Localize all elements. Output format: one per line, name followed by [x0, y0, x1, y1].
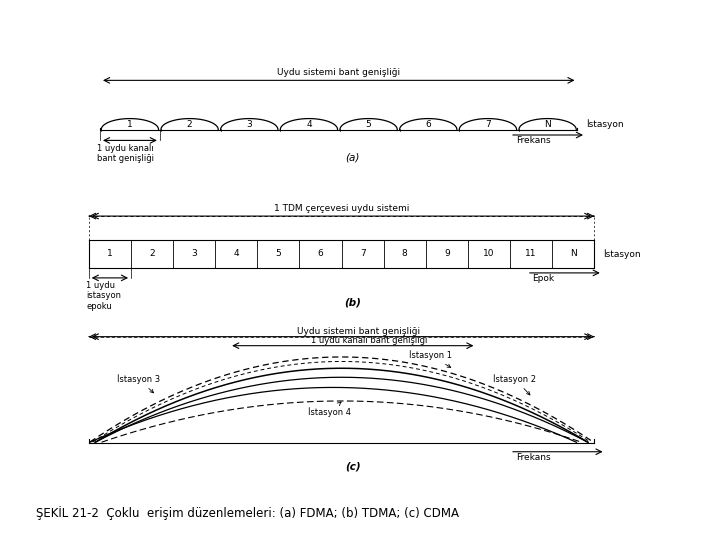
Text: İstasyon 1: İstasyon 1	[409, 350, 452, 367]
Text: 2: 2	[186, 120, 192, 129]
Text: 10: 10	[483, 249, 495, 259]
Text: 6: 6	[426, 120, 431, 129]
Text: 11: 11	[526, 249, 537, 259]
Text: 3: 3	[246, 120, 252, 129]
Text: (c): (c)	[345, 461, 361, 471]
Text: Frekans: Frekans	[516, 136, 550, 145]
Text: 1 uydu kanalı
bant genişliği: 1 uydu kanalı bant genişliği	[97, 144, 154, 163]
Text: İstasyon: İstasyon	[603, 249, 640, 259]
Text: 2: 2	[149, 249, 155, 259]
Text: 7: 7	[485, 120, 491, 129]
Text: 5: 5	[276, 249, 282, 259]
Text: 7: 7	[360, 249, 366, 259]
Text: 4: 4	[306, 120, 312, 129]
Text: 1 uydu
istasyon
epoku: 1 uydu istasyon epoku	[86, 281, 121, 310]
Text: 4: 4	[233, 249, 239, 259]
Text: İstasyon 3: İstasyon 3	[117, 374, 160, 393]
Text: N: N	[570, 249, 577, 259]
Text: 3: 3	[192, 249, 197, 259]
Text: (b): (b)	[344, 298, 361, 308]
Text: 9: 9	[444, 249, 450, 259]
Text: İstasyon: İstasyon	[586, 119, 624, 129]
Text: 6: 6	[318, 249, 323, 259]
Text: 1 uydu kanalı bant genişliği: 1 uydu kanalı bant genişliği	[312, 335, 428, 345]
Text: 8: 8	[402, 249, 408, 259]
Text: Frekans: Frekans	[516, 453, 550, 462]
Text: 1: 1	[127, 120, 132, 129]
Text: İstasyon 2: İstasyon 2	[493, 374, 536, 395]
Text: İstasyon 4: İstasyon 4	[308, 402, 351, 416]
Text: 1 TDM çerçevesi uydu sistemi: 1 TDM çerçevesi uydu sistemi	[274, 204, 409, 213]
Text: (a): (a)	[346, 153, 360, 163]
Text: Epok: Epok	[533, 274, 554, 283]
Text: 5: 5	[366, 120, 372, 129]
Text: N: N	[544, 120, 551, 129]
Text: ŞEKİL 21-2  Çoklu  erişim düzenlemeleri: (a) FDMA; (b) TDMA; (c) CDMA: ŞEKİL 21-2 Çoklu erişim düzenlemeleri: (…	[36, 506, 459, 520]
Text: Uydu sistemi bant genişliği: Uydu sistemi bant genişliği	[277, 68, 400, 77]
Text: Uydu sistemi bant genişliği: Uydu sistemi bant genişliği	[297, 327, 420, 335]
Text: 1: 1	[107, 249, 113, 259]
